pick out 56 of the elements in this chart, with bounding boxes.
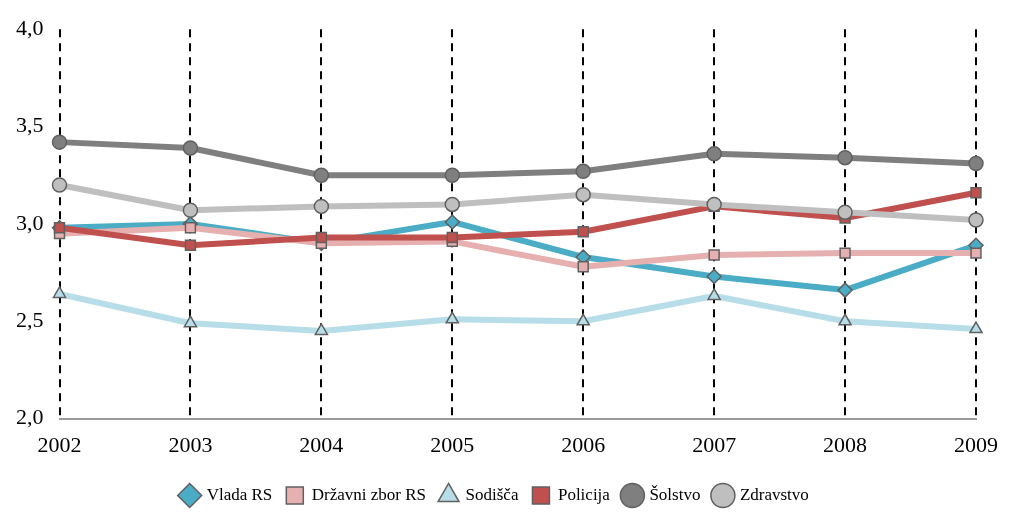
x-tick-label: 2005	[430, 431, 475, 457]
point	[184, 222, 197, 234]
point	[444, 167, 461, 183]
point	[968, 155, 984, 172]
point	[706, 146, 722, 162]
legend-label: Sodišča	[465, 484, 519, 504]
point	[314, 323, 329, 336]
point	[968, 212, 984, 228]
x-tick-label: 2007	[692, 431, 737, 457]
point	[706, 196, 722, 213]
y-tick-label: 3,0	[16, 209, 44, 235]
point	[707, 288, 721, 301]
point	[839, 247, 851, 259]
point	[313, 198, 330, 215]
point	[51, 134, 68, 150]
point	[838, 313, 852, 326]
y-tick-label: 4,0	[16, 14, 44, 40]
x-tick-label: 2002	[37, 431, 82, 457]
legend-label: Vlada RS	[206, 484, 273, 504]
point	[575, 186, 591, 203]
point	[182, 202, 199, 219]
legend-label: Šolstvo	[649, 484, 701, 504]
point	[313, 167, 330, 183]
point	[51, 177, 68, 193]
point	[708, 249, 720, 261]
point	[575, 163, 591, 180]
point	[577, 225, 589, 238]
point	[444, 196, 461, 213]
point	[576, 313, 591, 326]
point	[183, 315, 198, 328]
point	[577, 261, 589, 273]
x-tick-label: 2009	[954, 431, 998, 457]
point	[837, 149, 853, 166]
point	[837, 204, 853, 220]
legend-label: Policija	[557, 484, 611, 504]
x-tick-label: 2003	[168, 431, 213, 457]
point	[970, 247, 982, 259]
point	[837, 282, 853, 298]
point	[315, 231, 328, 244]
y-tick-label: 2,5	[16, 307, 44, 333]
y-tick-label: 3,5	[16, 112, 44, 138]
y-tick-label: 2,0	[16, 404, 44, 430]
legend-label: Državni zbor RS	[311, 484, 427, 504]
point	[969, 321, 983, 334]
point	[182, 140, 199, 156]
point	[970, 187, 982, 199]
point	[445, 311, 460, 324]
legend-label: Zdravstvo	[739, 484, 809, 504]
point	[52, 286, 67, 299]
x-tick-label: 2006	[561, 431, 606, 457]
point	[184, 239, 197, 252]
point	[446, 231, 458, 244]
point	[706, 268, 722, 285]
point	[444, 214, 461, 230]
x-tick-label: 2008	[823, 431, 868, 457]
x-tick-label: 2004	[299, 431, 344, 457]
